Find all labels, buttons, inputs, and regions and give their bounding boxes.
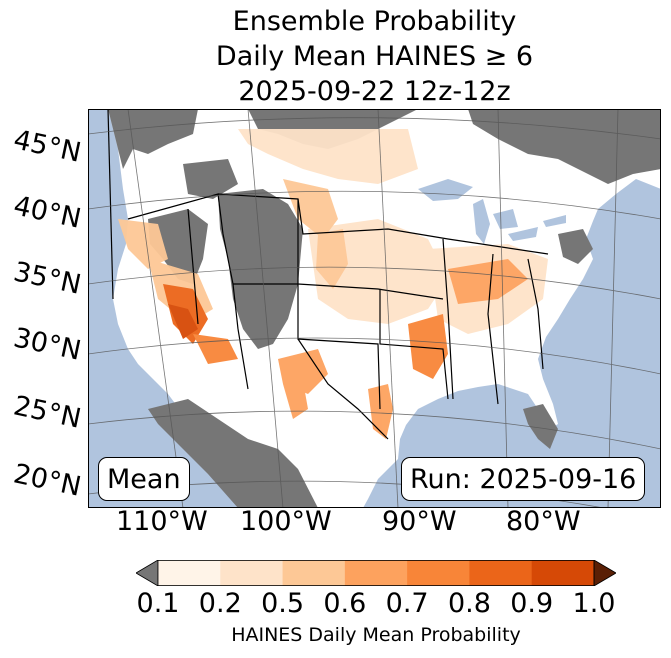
stat-annotation: Mean — [98, 457, 190, 501]
state-borders — [107, 109, 549, 440]
colorbar-segment — [344, 560, 408, 586]
missing-mexico — [148, 399, 318, 508]
lat-label-20: 20°N — [10, 458, 84, 503]
probability-map — [88, 109, 661, 508]
colorbar-under-arrow — [136, 560, 159, 586]
colorbar-tick-label: 0.9 — [510, 588, 554, 619]
lat-label-40: 40°N — [10, 190, 84, 235]
title-line-2: Daily Mean HAINES ≥ 6 — [215, 41, 534, 72]
missing-florida — [523, 404, 558, 449]
missing-canada-east — [468, 109, 661, 184]
colorbar-tick-label: 1.0 — [572, 588, 616, 619]
colorbar-tick-label: 0.6 — [323, 588, 367, 619]
colorbar-over-arrow — [593, 560, 616, 586]
title-line-3: 2025-09-22 12z-12z — [238, 76, 511, 107]
colorbar-segment — [469, 560, 533, 586]
colorbar-tick-label: 0.2 — [198, 588, 242, 619]
title-line-1: Ensemble Probability — [232, 6, 517, 37]
colorbar-segment — [282, 560, 346, 586]
missing-northeast — [558, 229, 593, 264]
lon-label-100: 100°W — [240, 506, 332, 537]
colorbar-segment — [220, 560, 284, 586]
colorbar-segment — [158, 560, 221, 586]
lat-label-25: 25°N — [10, 390, 84, 435]
colorbar-segment — [407, 560, 470, 586]
colorbar — [136, 560, 616, 586]
graticule — [88, 109, 661, 508]
missing-rockies — [218, 189, 303, 349]
run-annotation: Run: 2025-09-16 — [401, 457, 646, 501]
colorbar-tick-label: 0.7 — [385, 588, 429, 619]
colorbar-frame — [157, 560, 595, 586]
colorbar-segment — [531, 560, 595, 586]
lat-label-45: 45°N — [10, 124, 84, 169]
lon-label-110: 110°W — [116, 506, 208, 537]
colorbar-tick-label: 0.8 — [447, 588, 491, 619]
lon-label-90: 90°W — [382, 506, 457, 537]
missing-montana — [183, 159, 238, 199]
colorbar-tick-label: 0.5 — [261, 588, 305, 619]
missing-canada-west — [108, 109, 198, 169]
lon-label-80: 80°W — [506, 506, 581, 537]
great-lakes — [418, 179, 566, 244]
lat-label-35: 35°N — [10, 256, 84, 301]
probability-shading — [118, 129, 548, 439]
lat-label-30: 30°N — [10, 322, 84, 367]
colorbar-label: HAINES Daily Mean Probability — [231, 624, 521, 646]
colorbar-tick-label: 0.1 — [136, 588, 180, 619]
